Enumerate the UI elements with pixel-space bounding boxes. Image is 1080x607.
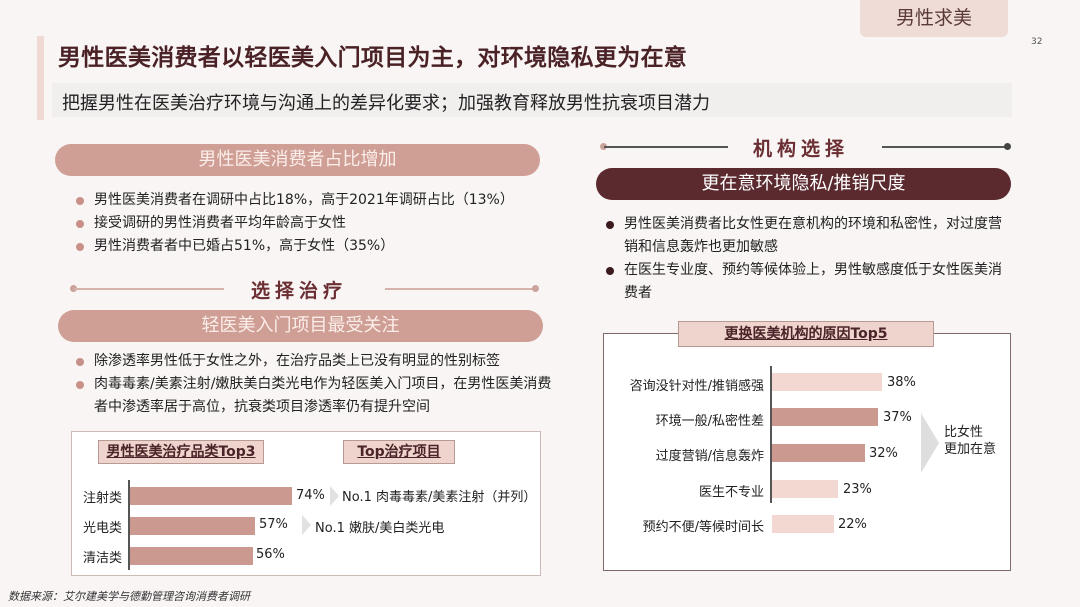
bullet-dot-icon [606,221,614,229]
divider-dot-icon [1004,143,1011,150]
bullet-item: 男性医美消费者比女性更在意机构的环境和私密性，对过度营销和信息轰炸也更加敏感 [600,213,1010,259]
chart-tag-switch-reasons: 更换医美机构的原因Top5 [678,321,934,347]
bar-appointment-wait [772,515,834,533]
bullet-list-treatment: 除渗透率男性低于女性之外，在治疗品类上已没有明显的性别标签 肉毒毒素/美素注射/… [70,350,555,419]
bar-label: 光电类 [82,521,122,536]
bar-value: 23% [843,482,872,497]
section-heading: 选择治疗 [251,280,348,302]
bar-label: 咨询没针对性/推销感强 [629,379,764,394]
top-item-photoelectric: No.1 嫩肤/美白类光电 [315,521,445,536]
pill-male-share-increase: 男性医美消费者占比增加 [55,144,540,176]
chart-axis-line [128,480,130,570]
bar-value: 56% [256,547,285,562]
divider-dot-icon [600,143,607,150]
bar-value: 74% [296,488,325,503]
bullet-dot-icon [76,243,84,251]
bar-consult-push-sales [772,373,882,391]
chart-tag-top3: 男性医美治疗品类Top3 [98,440,264,464]
subtitle-background [52,83,1012,117]
bar-value: 38% [887,375,916,390]
bullet-item: 肉毒毒素/美素注射/嫩肤美白类光电作为轻医美入门项目，在男性医美消费者中渗透率居… [70,373,555,419]
divider-line [882,146,1006,148]
bullet-item: 男性消费者者中已婚占51%，高于女性（35%） [70,235,550,258]
bullet-text: 男性消费者者中已婚占51%，高于女性（35%） [94,238,395,254]
bullet-list-institution: 男性医美消费者比女性更在意机构的环境和私密性，对过度营销和信息轰炸也更加敏感 在… [600,213,1010,305]
chart-axis-line [770,366,772,503]
note-line-2: 更加在意 [944,442,997,457]
bullet-dot-icon [76,220,84,228]
bullet-text: 除渗透率男性低于女性之外，在治疗品类上已没有明显的性别标签 [94,353,500,369]
bar-label: 过度营销/信息轰炸 [655,449,764,464]
bar-label: 预约不便/等候时间长 [642,520,764,535]
bullet-text: 在医生专业度、预约等候体验上，男性敏感度低于女性医美消费者 [624,262,1002,301]
bar-label: 注射类 [82,491,122,506]
bullet-item: 男性医美消费者在调研中占比18%，高于2021年调研占比（13%） [70,189,550,212]
bullet-item: 接受调研的男性消费者平均年龄高于女性 [70,212,550,235]
top-item-injection: No.1 肉毒毒素/美素注射（并列） [342,490,537,505]
page-number: 32 [1031,37,1043,47]
bar-label: 医生不专业 [698,485,764,500]
bullet-list-male-share: 男性医美消费者在调研中占比18%，高于2021年调研占比（13%） 接受调研的男… [70,189,550,258]
title-accent-bar [37,36,44,120]
divider-line [74,288,224,290]
bullet-dot-icon [606,267,614,275]
bullet-dot-icon [76,197,84,205]
bar-environment-privacy [772,408,878,426]
chevron-right-icon [330,486,339,506]
bar-label: 清洁类 [82,551,122,566]
bar-unprofessional-doctor [772,480,838,498]
chevron-right-icon [921,413,939,473]
bar-cleansing [130,547,253,565]
bullet-item: 在医生专业度、预约等候体验上，男性敏感度低于女性医美消费者 [600,259,1010,305]
data-source-footnote: 数据来源：艾尔建美学与德勤管理咨询消费者调研 [8,590,250,603]
bar-label: 环境一般/私密性差 [655,414,764,429]
note-line-1: 比女性 [944,425,984,440]
bullet-dot-icon [76,358,84,366]
bar-injection [130,487,292,505]
divider-line [385,288,535,290]
pill-privacy-concern: 更在意环境隐私/推销尺度 [596,168,1011,200]
section-tag-badge: 男性求美 [860,0,1008,37]
bullet-text: 肉毒毒素/美素注射/嫩肤美白类光电作为轻医美入门项目，在男性医美消费者中渗透率居… [94,376,552,415]
bullet-text: 接受调研的男性消费者平均年龄高于女性 [94,215,346,231]
bullet-text: 男性医美消费者在调研中占比18%，高于2021年调研占比（13%） [94,192,514,208]
section-heading: 机构选择 [753,138,850,160]
bar-value: 57% [259,517,288,532]
chart-tag-top-items: Top治疗项目 [343,440,455,464]
divider-heading-treatment: 选择治疗 [70,276,540,302]
bullet-item: 除渗透率男性低于女性之外，在治疗品类上已没有明显的性别标签 [70,350,555,373]
bullet-text: 男性医美消费者比女性更在意机构的环境和私密性，对过度营销和信息轰炸也更加敏感 [624,216,1002,255]
divider-line [604,146,728,148]
pill-light-aesthetics-entry: 轻医美入门项目最受关注 [58,310,543,342]
divider-dot-icon [70,285,77,292]
chevron-right-icon [302,515,311,535]
bar-value: 22% [838,517,867,532]
divider-dot-icon [532,285,539,292]
bar-photoelectric [130,517,255,535]
page-subtitle: 把握男性在医美治疗环境与沟通上的差异化要求；加强教育释放男性抗衰项目潜力 [62,93,710,114]
bar-over-marketing [772,444,865,462]
divider-heading-institution: 机构选择 [600,134,1012,160]
bar-value: 37% [883,410,912,425]
bar-value: 32% [869,446,898,461]
page-title: 男性医美消费者以轻医美入门项目为主，对环境隐私更为在意 [58,45,688,71]
bullet-dot-icon [76,381,84,389]
